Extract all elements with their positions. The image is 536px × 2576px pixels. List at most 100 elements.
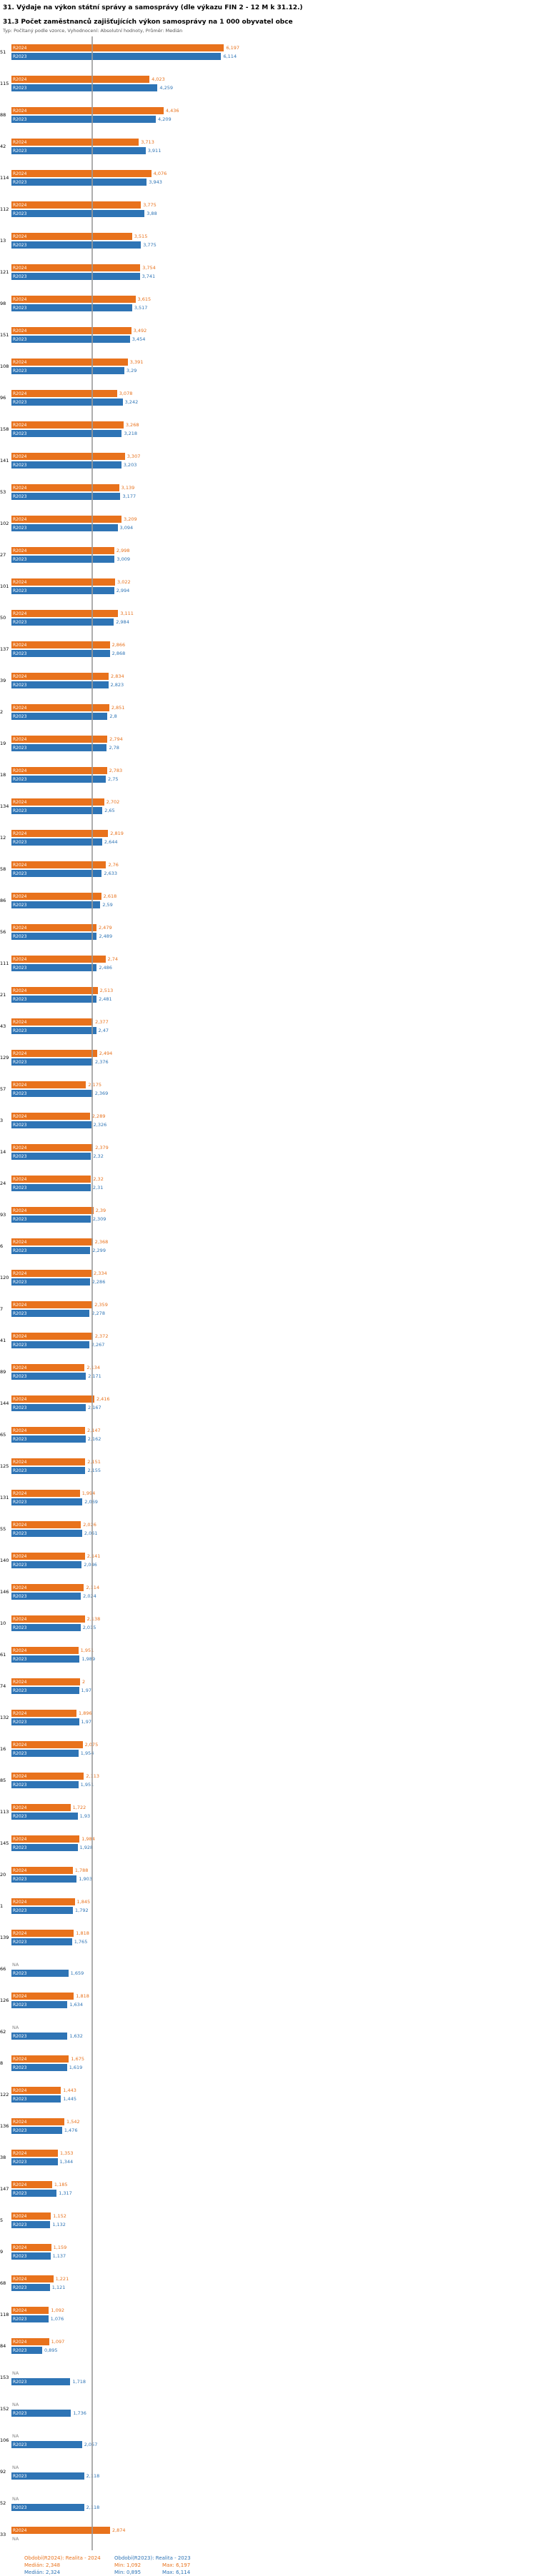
chart-rows: 51 R2024 6,197 R2023 6,114 115 R2024 4,023 R2023…: [0, 36, 536, 2550]
chart-row: 152 NA R2023 1,736: [0, 2393, 536, 2425]
bar-value-label: 2,633: [104, 871, 117, 876]
bar-r2024: R2024: [11, 1584, 84, 1591]
bar-r2024: R2024: [11, 1741, 83, 1748]
bar-r2023: R2023: [11, 2410, 71, 2417]
na-value-label: NA: [12, 2402, 19, 2407]
bar-value-label: 2,994: [116, 588, 130, 593]
bar-r2024: R2024: [11, 1050, 97, 1057]
bar-r2023: R2023: [11, 273, 140, 280]
bar-series-label: R2024: [13, 1616, 27, 1622]
bar-r2024: R2024: [11, 327, 131, 334]
bar-value-label: 2,359: [94, 1302, 108, 1308]
footer-minmax-2024: Min: 1,092 Max: 6,197: [114, 2562, 191, 2569]
bar-value-label: 3,111: [120, 611, 134, 616]
bar-series-label: R2024: [13, 579, 27, 585]
row-id-label: 2: [0, 708, 4, 715]
bar-series-label: R2023: [13, 399, 27, 405]
bar-r2024: R2024: [11, 359, 128, 366]
bar-r2024: R2024: [11, 1930, 74, 1937]
na-value-label: NA: [12, 2536, 19, 2542]
chart-row: 114 R2024 4,076 R2023 3,943: [0, 162, 536, 194]
bar-value-label: 1,445: [63, 2096, 76, 2102]
bar-r2023: R2023: [11, 367, 124, 374]
bar-r2023: R2023: [11, 2095, 61, 2103]
bar-r2023: R2023: [11, 2221, 51, 2228]
row-id-label: 13: [0, 237, 6, 244]
bar-value-label: 1,221: [55, 2276, 69, 2282]
bar-value-label: 1,722: [72, 1805, 86, 1810]
bar-r2023: R2023: [11, 1278, 90, 1286]
bar-series-label: R2024: [13, 265, 27, 271]
bar-series-label: R2024: [13, 611, 27, 616]
bar-r2023: R2023: [11, 587, 114, 594]
footer-minmax-2023: Min: 0,895 Max: 6,114: [114, 2569, 191, 2576]
bar-r2024: R2024: [11, 1144, 94, 1151]
bar-value-label: 1,476: [64, 2128, 78, 2133]
bar-series-label: R2023: [13, 1373, 27, 1379]
bar-value-label: 2,31: [92, 1185, 104, 1191]
bar-series-label: R2023: [13, 588, 27, 593]
bar-series-label: R2024: [13, 705, 27, 711]
row-id-label: 132: [0, 1714, 9, 1720]
bar-series-label: R2024: [13, 359, 27, 365]
bar-series-label: R2023: [13, 525, 27, 531]
bar-r2023: R2023: [11, 1184, 91, 1191]
median-line: [91, 36, 92, 2550]
bar-value-label: 1,903: [79, 1876, 92, 1882]
footer-median-2023: Medián: 2,324: [24, 2570, 61, 2575]
bar-series-label: R2024: [13, 1836, 27, 1842]
bar-series-label: R2024: [13, 862, 27, 868]
bar-r2023: R2023: [11, 430, 122, 437]
bar-r2023: R2023: [11, 744, 107, 751]
bar-value-label: 1,076: [50, 2316, 64, 2322]
bar-series-label: R2023: [13, 2442, 27, 2447]
row-id-label: 98: [0, 300, 6, 306]
bar-r2023: R2023: [11, 1090, 93, 1097]
bar-r2024: R2024: [11, 987, 98, 994]
bar-series-label: R2023: [13, 776, 27, 782]
chart-row: 112 R2024 3,775 R2023 3,88: [0, 194, 536, 225]
chart-row: 140 R2024 2,141 R2023 2,046: [0, 1545, 536, 1576]
bar-value-label: 2,479: [98, 925, 112, 931]
bar-series-label: R2023: [13, 2190, 27, 2196]
na-value-label: NA: [12, 2496, 19, 2502]
chart-row: 158 R2024 3,268 R2023 3,218: [0, 414, 536, 445]
bar-value-label: 2,868: [111, 651, 126, 656]
chart-row: 66 NA R2023 1,659: [0, 1953, 536, 1985]
bar-series-label: R2023: [13, 1908, 27, 1913]
row-id-label: 68: [0, 2280, 6, 2286]
bar-value-label: 3,307: [126, 453, 141, 459]
chart-row: 19 R2024 2,794 R2023 2,78: [0, 728, 536, 759]
bar-value-label: 2,376: [95, 1059, 109, 1065]
bar-value-label: 2,061: [84, 1530, 98, 1536]
median-line: [91, 36, 93, 2550]
bar-r2024: R2024: [11, 704, 109, 711]
row-id-label: 5: [0, 2217, 4, 2223]
bar-series-label: R2024: [13, 1742, 27, 1748]
bar-series-label: R2023: [13, 148, 27, 154]
bar-series-label: R2024: [13, 1302, 27, 1308]
chart-header: 31. Výdaje na výkon státní správy a samo…: [0, 0, 536, 34]
bar-series-label: R2023: [13, 305, 27, 311]
chart-subtitle: 31.3 Počet zaměstnanců zajišťujících výk…: [3, 19, 293, 26]
bar-series-label: R2023: [13, 996, 27, 1002]
row-id-label: 8: [0, 2060, 4, 2066]
bar-series-label: R2024: [13, 2339, 27, 2345]
bar-r2023: R2023: [11, 807, 103, 814]
bar-r2024: R2024: [11, 2307, 49, 2314]
bar-r2024: R2024: [11, 1898, 75, 1905]
bar-series-label: R2023: [13, 902, 27, 908]
bar-r2024: R2024: [11, 2527, 110, 2534]
bar-series-label: R2023: [13, 682, 27, 688]
bar-value-label: 2,823: [110, 682, 124, 688]
bar-series-label: R2023: [13, 651, 27, 656]
bar-r2024: R2024: [11, 264, 141, 271]
footer-right-column: Období(R2023): Realita - 2023 Min: 1,092…: [114, 2555, 191, 2576]
bar-series-label: R2024: [13, 485, 27, 491]
bar-value-label: 3,203: [123, 462, 137, 468]
bar-value-label: 3,88: [147, 211, 157, 216]
bar-series-label: R2024: [13, 2245, 27, 2250]
chart-row: 85 R2024 2,113 R2023 1,951: [0, 1765, 536, 1796]
bar-series-label: R2024: [13, 1396, 27, 1402]
